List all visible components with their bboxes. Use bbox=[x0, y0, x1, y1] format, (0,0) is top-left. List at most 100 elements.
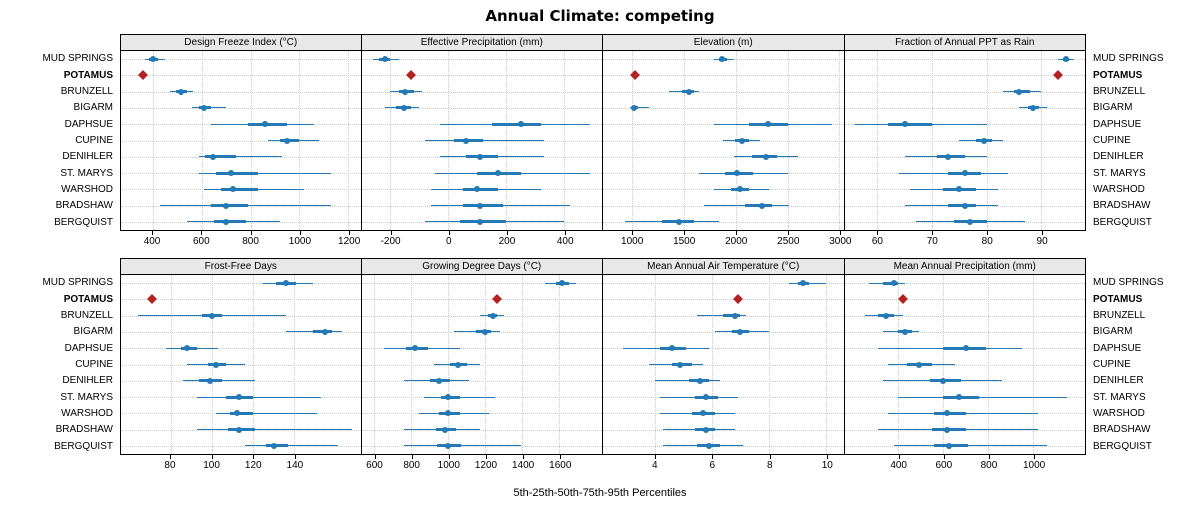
median-dot bbox=[943, 410, 950, 417]
median-dot bbox=[736, 186, 743, 193]
station-label: BRADSHAW bbox=[55, 424, 113, 436]
axis-tick bbox=[736, 231, 738, 235]
axis-tick bbox=[211, 455, 213, 459]
panel-title: Design Freeze Index (°C) bbox=[121, 35, 361, 51]
x-axis: 4 6 8 10 bbox=[603, 455, 845, 477]
axis-tick bbox=[294, 455, 296, 459]
median-dot bbox=[890, 280, 897, 287]
gridline-horizontal bbox=[121, 156, 361, 158]
gridline-horizontal bbox=[603, 75, 844, 77]
station-label: MUD SPRINGS bbox=[42, 53, 113, 65]
median-dot bbox=[230, 186, 237, 193]
axis-tick bbox=[523, 455, 525, 459]
x-axis: 80 100 120 140 bbox=[120, 455, 362, 477]
axis-tick bbox=[390, 231, 392, 235]
median-dot bbox=[184, 345, 191, 352]
station-labels-left: MUD SPRINGS POTAMUS BRUNZELL BIGARM DAPHSUE C… bbox=[0, 258, 120, 455]
axis-tick-label: 4 bbox=[651, 460, 658, 471]
median-dot bbox=[223, 218, 230, 225]
highlight-diamond-marker bbox=[732, 294, 743, 305]
station-label: ST. MARYS bbox=[60, 391, 113, 403]
percentile-range-25-75 bbox=[228, 428, 256, 432]
percentile-range-5-95 bbox=[244, 445, 338, 447]
panel-box: Frost-Free Days bbox=[120, 258, 362, 455]
panel: Effective Precipitation (mm) -200 0 200 400 bbox=[361, 34, 603, 253]
axis-tick-label: 120 bbox=[244, 460, 262, 471]
median-dot bbox=[901, 121, 908, 128]
percentile-range-5-95 bbox=[654, 380, 721, 382]
axis-tick bbox=[250, 231, 252, 235]
gridline-horizontal bbox=[603, 173, 844, 175]
panel-box: Elevation (m) bbox=[603, 34, 845, 231]
median-dot bbox=[441, 426, 448, 433]
panel: Growing Degree Days (°C) 600 800 1000 1200 14… bbox=[361, 258, 603, 477]
gridline-horizontal bbox=[844, 91, 1085, 93]
axis-tick-label: 400 bbox=[143, 236, 161, 247]
station-labels-right: MUD SPRINGS POTAMUS BRUNZELL BIGARM DAPHSUE C… bbox=[1086, 34, 1200, 231]
station-label: BRUNZELL bbox=[1093, 85, 1146, 97]
axis-tick-label: 400 bbox=[890, 460, 907, 471]
x-axis: 60 70 80 90 bbox=[845, 231, 1087, 253]
axis-tick bbox=[374, 455, 376, 459]
percentile-range-25-75 bbox=[230, 411, 254, 415]
x-axis: 1000 1500 2000 2500 3000 bbox=[603, 231, 851, 253]
median-dot bbox=[675, 218, 682, 225]
median-dot bbox=[686, 88, 693, 95]
median-dot bbox=[738, 137, 745, 144]
panel-plot bbox=[844, 51, 1085, 230]
axis-tick bbox=[565, 231, 567, 235]
station-label: BIGARM bbox=[73, 326, 113, 338]
gridline-horizontal bbox=[603, 397, 844, 399]
percentile-range-25-75 bbox=[313, 330, 332, 334]
axis-tick-label: 3000 bbox=[829, 236, 852, 247]
median-dot bbox=[703, 426, 710, 433]
axis-tick bbox=[152, 231, 154, 235]
median-dot bbox=[961, 170, 968, 177]
gridline-horizontal bbox=[844, 140, 1085, 142]
percentile-range-5-95 bbox=[404, 445, 521, 447]
gridline-horizontal bbox=[603, 331, 844, 333]
median-dot bbox=[697, 377, 704, 384]
median-dot bbox=[1062, 56, 1069, 63]
station-label: MUD SPRINGS bbox=[1093, 53, 1164, 65]
gridline-horizontal bbox=[603, 107, 844, 109]
axis-tick-label: 0 bbox=[446, 236, 452, 247]
percentile-range-25-75 bbox=[491, 122, 542, 126]
station-label: CUPINE bbox=[75, 134, 113, 146]
gridline-horizontal bbox=[121, 348, 361, 350]
station-label: DAPHSUE bbox=[1093, 342, 1142, 354]
panel-plot bbox=[121, 275, 361, 454]
axis-tick-label: 90 bbox=[1036, 236, 1048, 247]
median-dot bbox=[1016, 88, 1023, 95]
axis-tick bbox=[448, 231, 450, 235]
axis-tick-label: 400 bbox=[556, 236, 574, 247]
median-dot bbox=[412, 345, 419, 352]
station-label: WARSHOD bbox=[61, 408, 113, 420]
median-dot bbox=[940, 377, 947, 384]
gridline-horizontal bbox=[844, 331, 1085, 333]
axis-tick-label: 1000 bbox=[437, 460, 460, 471]
station-label: POTAMUS bbox=[1093, 293, 1143, 305]
median-dot bbox=[980, 137, 987, 144]
median-dot bbox=[915, 361, 922, 368]
axis-tick bbox=[169, 455, 171, 459]
median-dot bbox=[668, 345, 675, 352]
gridline-horizontal bbox=[361, 364, 602, 366]
median-dot bbox=[962, 345, 969, 352]
gridline-horizontal bbox=[603, 124, 844, 126]
percentile-range-5-95 bbox=[697, 315, 747, 317]
gridline-horizontal bbox=[361, 397, 602, 399]
gridline-horizontal bbox=[844, 380, 1085, 382]
percentile-range-25-75 bbox=[934, 411, 966, 415]
median-dot bbox=[559, 280, 566, 287]
median-dot bbox=[800, 280, 807, 287]
median-dot bbox=[764, 121, 771, 128]
panel-row-bottom: MUD SPRINGS POTAMUS BRUNZELL BIGARM DAPHSUE C… bbox=[0, 258, 1200, 477]
station-label: DENIHLER bbox=[62, 151, 113, 163]
median-dot bbox=[967, 218, 974, 225]
median-dot bbox=[436, 377, 443, 384]
median-dot bbox=[902, 328, 909, 335]
station-label: BERGQUIST bbox=[1093, 440, 1152, 452]
station-label: BRUNZELL bbox=[60, 85, 113, 97]
